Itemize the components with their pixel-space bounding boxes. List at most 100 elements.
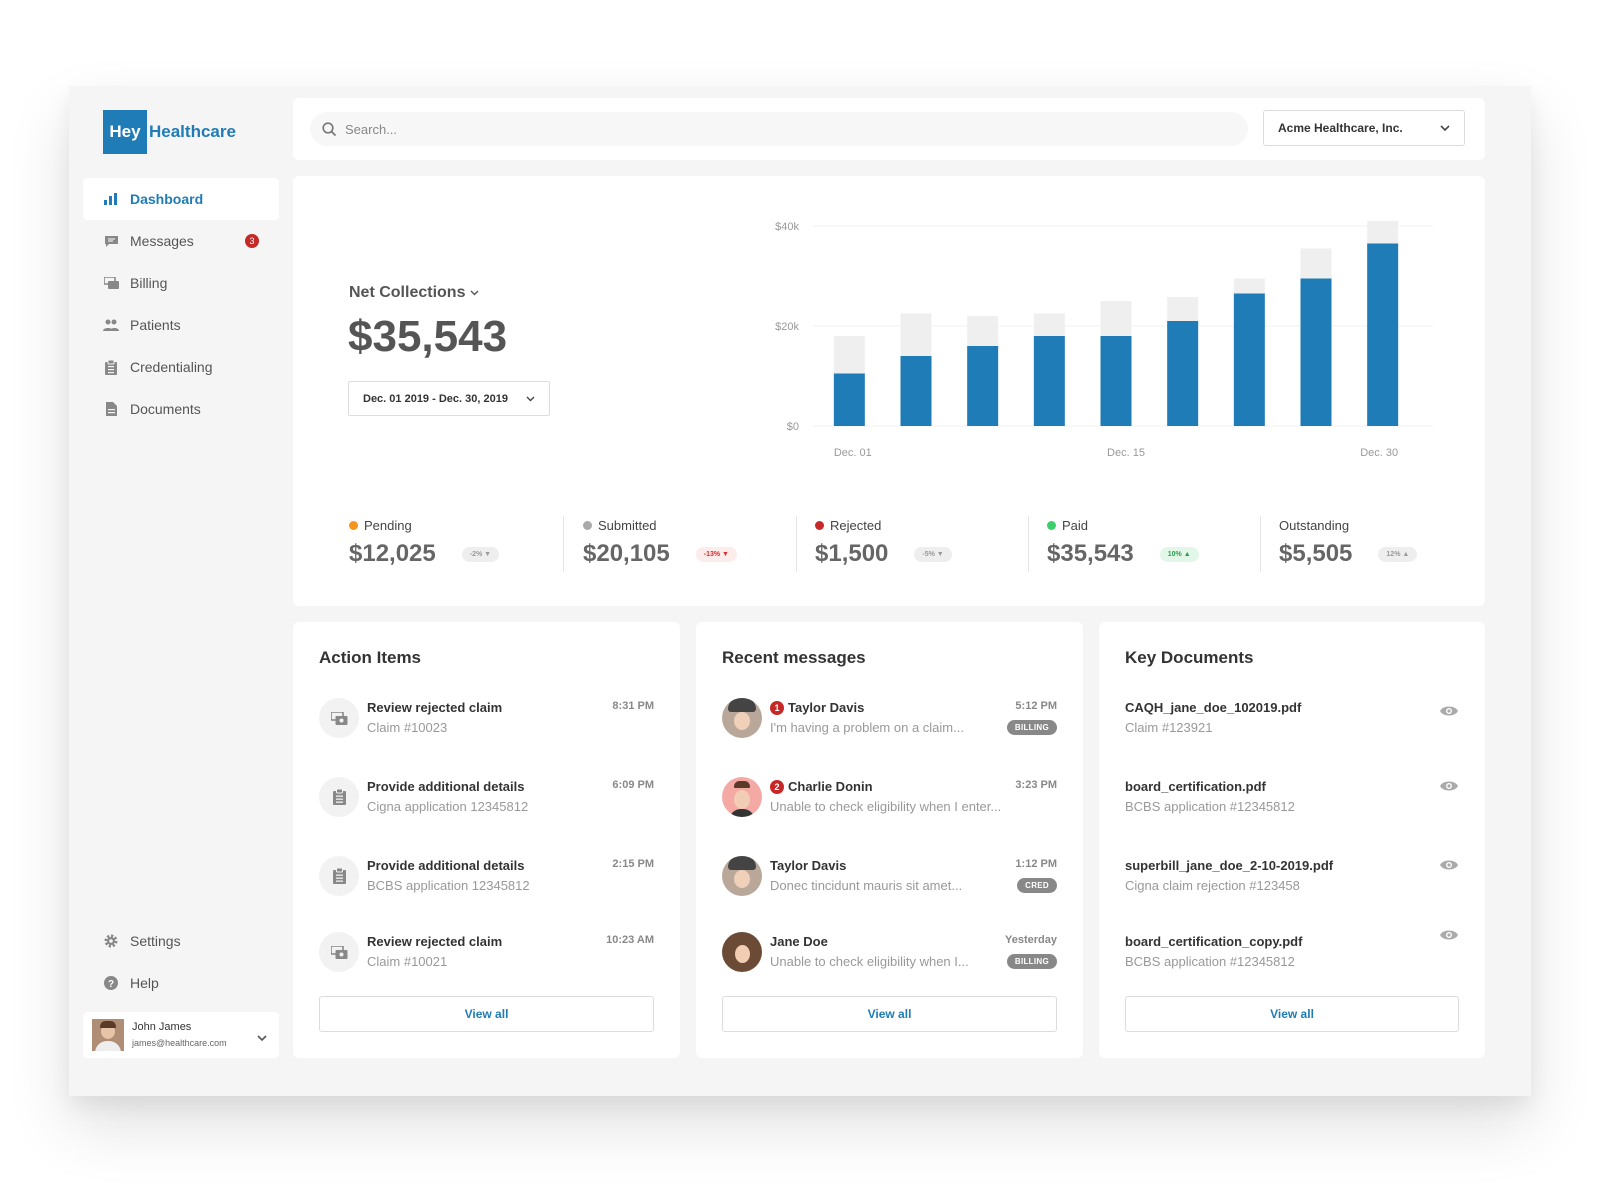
avatar bbox=[722, 932, 762, 972]
billing-icon bbox=[319, 698, 359, 738]
bar-collected bbox=[967, 346, 999, 426]
net-collections-selector[interactable]: Net Collections bbox=[349, 284, 479, 302]
stat-outstanding: Outstanding $5,505 12% ▲ bbox=[1279, 516, 1418, 568]
document-item[interactable]: board_certification_copy.pdf BCBS applic… bbox=[1125, 930, 1459, 976]
message-sender: Jane Doe bbox=[770, 934, 828, 949]
user-name: John James bbox=[132, 1021, 192, 1033]
document-subtitle: BCBS application #12345812 bbox=[1125, 954, 1295, 969]
sender-name: Charlie Donin bbox=[788, 779, 873, 794]
eye-icon[interactable] bbox=[1439, 704, 1459, 723]
document-name: superbill_jane_doe_2-10-2019.pdf bbox=[1125, 858, 1334, 873]
action-item[interactable]: Provide additional details BCBS applicat… bbox=[319, 856, 654, 900]
date-range-select[interactable]: Dec. 01 2019 - Dec. 30, 2019 bbox=[348, 381, 550, 416]
patients-icon bbox=[103, 317, 119, 333]
action-item[interactable]: Review rejected claim Claim #10021 10:23… bbox=[319, 932, 654, 976]
sidebar-item-documents[interactable]: Documents bbox=[83, 388, 279, 430]
avatar bbox=[722, 698, 762, 738]
sender-name: Jane Doe bbox=[770, 934, 828, 949]
stat-value: $1,500 bbox=[815, 540, 889, 567]
organization-name: Acme Healthcare, Inc. bbox=[1278, 121, 1403, 135]
action-time: 2:15 PM bbox=[612, 858, 654, 870]
eye-icon[interactable] bbox=[1439, 928, 1459, 947]
action-item[interactable]: Provide additional details Cigna applica… bbox=[319, 777, 654, 821]
message-preview: Unable to check eligibility when I... bbox=[770, 954, 969, 969]
sidebar-item-dashboard[interactable]: Dashboard bbox=[83, 178, 279, 220]
document-item[interactable]: board_certification.pdf BCBS application… bbox=[1125, 777, 1459, 821]
view-all-action-items-button[interactable]: View all bbox=[319, 996, 654, 1032]
panel-title: Key Documents bbox=[1125, 648, 1254, 667]
billing-icon bbox=[319, 932, 359, 972]
sidebar-item-label: Help bbox=[130, 975, 159, 991]
eye-icon[interactable] bbox=[1439, 858, 1459, 877]
app-window: Hey Healthcare Dashboard Messages 3 Bill… bbox=[69, 86, 1531, 1096]
bar-remaining bbox=[1100, 301, 1132, 336]
sidebar-item-patients[interactable]: Patients bbox=[83, 304, 279, 346]
bar-collected bbox=[1100, 336, 1132, 426]
divider bbox=[796, 516, 797, 572]
user-menu[interactable]: John James james@healthcare.com bbox=[83, 1012, 279, 1058]
action-subtitle: BCBS application 12345812 bbox=[367, 878, 530, 893]
status-dot bbox=[815, 520, 824, 530]
x-tick-label: Dec. 15 bbox=[1107, 447, 1145, 459]
message-item[interactable]: 2 Charlie Donin Unable to check eligibili… bbox=[722, 777, 1057, 821]
search-input[interactable]: Search... bbox=[310, 112, 1248, 146]
message-item[interactable]: 1 Taylor Davis I'm having a problem on a … bbox=[722, 698, 1057, 742]
divider bbox=[1260, 516, 1261, 572]
message-item[interactable]: Jane Doe Unable to check eligibility whe… bbox=[722, 932, 1057, 976]
bar-remaining bbox=[1367, 221, 1399, 244]
sidebar-item-messages[interactable]: Messages 3 bbox=[83, 220, 279, 262]
stat-value: $35,543 bbox=[1047, 540, 1134, 567]
organization-select[interactable]: Acme Healthcare, Inc. bbox=[1263, 110, 1465, 146]
x-tick-label: Dec. 30 bbox=[1360, 447, 1398, 459]
view-all-messages-button[interactable]: View all bbox=[722, 996, 1057, 1032]
bar-collected bbox=[1167, 321, 1199, 426]
avatar bbox=[92, 1019, 124, 1051]
document-item[interactable]: superbill_jane_doe_2-10-2019.pdf Cigna c… bbox=[1125, 856, 1459, 900]
message-icon bbox=[103, 233, 119, 249]
bar-remaining bbox=[1167, 297, 1199, 321]
action-subtitle: Claim #10021 bbox=[367, 954, 448, 969]
message-sender: Taylor Davis bbox=[770, 858, 846, 873]
recent-messages-panel: Recent messages 1 Taylor Davis I'm having… bbox=[696, 622, 1083, 1058]
unread-badge: 2 bbox=[770, 780, 784, 794]
bar-collected bbox=[1033, 336, 1065, 426]
stat-submitted: Submitted $20,105 -13% ▼ bbox=[583, 516, 737, 568]
chevron-down-icon bbox=[526, 396, 535, 402]
help-icon: ? bbox=[103, 975, 119, 991]
action-title: Provide additional details bbox=[367, 858, 525, 873]
bar-collected bbox=[833, 373, 865, 426]
stat-paid: Paid $35,543 10% ▲ bbox=[1047, 516, 1199, 568]
message-time: Yesterday bbox=[1005, 934, 1057, 946]
sidebar-item-help[interactable]: ? Help bbox=[83, 962, 279, 1004]
view-all-documents-button[interactable]: View all bbox=[1125, 996, 1459, 1032]
sidebar-item-billing[interactable]: Billing bbox=[83, 262, 279, 304]
sidebar-item-settings[interactable]: Settings bbox=[83, 920, 279, 962]
eye-icon[interactable] bbox=[1439, 779, 1459, 798]
stat-label: Outstanding bbox=[1279, 517, 1350, 533]
change-chip: -2% ▼ bbox=[461, 546, 500, 562]
action-item[interactable]: Review rejected claim Claim #10023 8:31 … bbox=[319, 698, 654, 742]
panel-title: Recent messages bbox=[722, 648, 866, 667]
message-preview: Unable to check eligibility when I enter… bbox=[770, 799, 1002, 814]
action-time: 10:23 AM bbox=[606, 934, 654, 946]
action-subtitle: Cigna application 12345812 bbox=[367, 799, 529, 814]
message-item[interactable]: Taylor Davis Donec tincidunt mauris sit … bbox=[722, 856, 1057, 900]
sidebar-item-label: Settings bbox=[130, 933, 181, 949]
stat-value: $12,025 bbox=[349, 540, 436, 567]
gear-icon bbox=[103, 933, 119, 949]
bar-remaining bbox=[1033, 313, 1065, 336]
change-chip: 10% ▲ bbox=[1159, 546, 1199, 562]
collections-chart: $0 $20k $40k Dec. 01 Dec. 15 Dec. 30 bbox=[775, 221, 1433, 459]
divider bbox=[563, 516, 564, 572]
document-item[interactable]: CAQH_jane_doe_102019.pdf Claim #123921 bbox=[1125, 698, 1459, 742]
avatar bbox=[722, 777, 762, 817]
bar-remaining bbox=[900, 313, 932, 356]
sender-name: Taylor Davis bbox=[788, 700, 865, 715]
user-email: james@healthcare.com bbox=[132, 1038, 227, 1048]
date-range-value: Dec. 01 2019 - Dec. 30, 2019 bbox=[363, 392, 508, 405]
logo[interactable]: Hey Healthcare bbox=[103, 110, 236, 154]
bar-collected bbox=[1367, 243, 1399, 426]
sidebar-item-credentialing[interactable]: Credentialing bbox=[83, 346, 279, 388]
bar-remaining bbox=[1300, 248, 1332, 279]
chevron-down-icon bbox=[257, 1029, 267, 1047]
